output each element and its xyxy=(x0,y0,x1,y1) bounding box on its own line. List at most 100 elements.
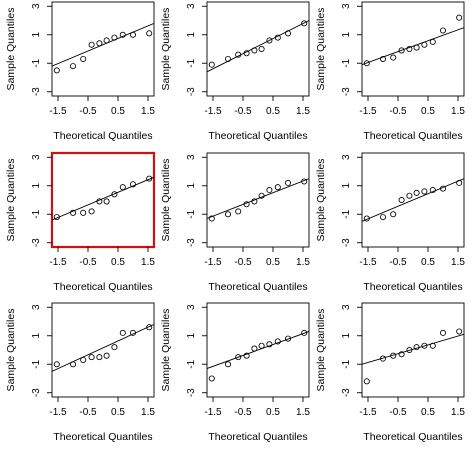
sample-point xyxy=(224,361,232,368)
y-axis-title: Sample Quantiles xyxy=(160,159,172,242)
x-axis-title: Theoretical Quantiles xyxy=(208,130,307,142)
sample-point xyxy=(413,44,420,51)
sample-point xyxy=(88,41,95,48)
x-tick-label: -1.5 xyxy=(204,407,222,418)
y-tick-label: 1 xyxy=(341,183,352,189)
qq-panel-6: -1.5 -0.5 0.5 1.5 3 1 -1 -3 Theoretical Quantile… xyxy=(315,152,465,293)
qq-panel-1: -1.5 -0.5 0.5 1.5 3 1 -1 -3 Theoretical Quantile… xyxy=(5,1,155,142)
y-axis-title: Sample Quantiles xyxy=(315,159,327,242)
sample-point xyxy=(258,45,265,53)
qq-panel-2: -1.5 -0.5 0.5 1.5 3 1 -1 -3 Theoretical Quantile… xyxy=(160,1,310,142)
y-tick-label: 3 xyxy=(31,154,42,160)
x-tick-label: -1.5 xyxy=(204,106,222,117)
sample-point xyxy=(251,345,258,352)
sample-point xyxy=(390,352,397,359)
sample-point xyxy=(80,209,87,216)
sample-point xyxy=(429,187,436,194)
y-axis-title: Sample Quantiles xyxy=(160,309,172,392)
x-tick-label: -0.5 xyxy=(79,257,97,268)
sample-point xyxy=(146,324,153,331)
y-tick-label: -1 xyxy=(31,359,42,368)
sample-point xyxy=(80,356,87,363)
qq-panel-8: -1.5 -0.5 0.5 1.5 3 1 -1 -3 Theoretical Quantile… xyxy=(160,302,310,443)
sample-point xyxy=(119,184,126,191)
x-tick-label: -0.5 xyxy=(389,407,407,418)
sample-point xyxy=(379,355,387,362)
sample-point xyxy=(69,63,77,70)
x-axis-title: Theoretical Quantiles xyxy=(363,281,462,293)
x-tick-label: -1.5 xyxy=(49,106,67,117)
y-tick-label: 3 xyxy=(186,154,197,160)
y-axis-title: Sample Quantiles xyxy=(5,8,17,91)
plot-frame xyxy=(361,1,465,97)
x-axis-title: Theoretical Quantiles xyxy=(363,130,462,142)
sample-point xyxy=(456,328,463,335)
sample-point xyxy=(224,55,232,62)
sample-point xyxy=(235,208,242,215)
sample-point xyxy=(406,346,413,354)
plot-frame xyxy=(51,302,155,398)
sample-point xyxy=(266,341,273,348)
y-tick-label: -3 xyxy=(31,238,42,247)
sample-point xyxy=(251,198,258,205)
sample-point xyxy=(258,342,265,349)
sample-point xyxy=(243,50,250,57)
qq-reference-line xyxy=(362,27,464,66)
y-tick-label: -1 xyxy=(31,58,42,67)
x-tick-label: 1.5 xyxy=(296,106,310,117)
x-tick-label: 1.5 xyxy=(296,407,310,418)
y-tick-label: 1 xyxy=(341,333,352,339)
sample-point xyxy=(274,34,281,41)
sample-point xyxy=(235,51,242,58)
x-tick-label: 0.5 xyxy=(266,257,280,268)
qq-reference-line xyxy=(52,22,154,67)
sample-point xyxy=(243,201,250,208)
y-tick-label: -3 xyxy=(186,238,197,247)
highlight-frame xyxy=(50,151,156,249)
sample-point xyxy=(88,208,95,215)
y-tick-label: 1 xyxy=(186,183,197,189)
x-tick-label: -0.5 xyxy=(234,407,252,418)
y-tick-label: 1 xyxy=(31,333,42,339)
sample-point xyxy=(111,191,118,198)
y-axis-title: Sample Quantiles xyxy=(315,309,327,392)
sample-point xyxy=(284,30,292,37)
sample-point xyxy=(88,354,95,361)
qq-reference-line xyxy=(207,178,309,219)
x-axis-title: Theoretical Quantiles xyxy=(53,281,152,293)
y-tick-label: 3 xyxy=(341,304,352,310)
qq-panel-4: -1.5 -0.5 0.5 1.5 3 1 -1 -3 Theoretical Quantile… xyxy=(5,151,156,293)
plot-frame xyxy=(361,302,465,398)
sample-point xyxy=(379,55,387,62)
x-tick-label: 1.5 xyxy=(141,257,155,268)
x-tick-label: 0.5 xyxy=(421,257,435,268)
sample-point xyxy=(146,175,153,182)
y-tick-label: -3 xyxy=(31,87,42,96)
sample-point xyxy=(390,211,397,218)
sample-point xyxy=(363,60,370,67)
y-tick-label: 3 xyxy=(31,304,42,310)
y-tick-label: 3 xyxy=(186,304,197,310)
sample-point xyxy=(129,31,137,38)
y-tick-label: -1 xyxy=(186,209,197,218)
sample-point xyxy=(301,329,308,336)
y-tick-label: -1 xyxy=(186,359,197,368)
qq-panel-9: -1.5 -0.5 0.5 1.5 3 1 -1 -3 Theoretical Quantile… xyxy=(315,302,465,443)
sample-point xyxy=(129,181,137,188)
y-tick-label: -1 xyxy=(31,209,42,218)
sample-point xyxy=(129,329,137,336)
x-tick-label: -0.5 xyxy=(79,106,97,117)
y-tick-label: 1 xyxy=(31,32,42,38)
x-tick-label: 0.5 xyxy=(266,407,280,418)
x-tick-label: -0.5 xyxy=(234,257,252,268)
sample-point xyxy=(111,34,118,41)
sample-point xyxy=(301,178,308,185)
x-tick-label: 0.5 xyxy=(421,106,435,117)
x-tick-label: 0.5 xyxy=(111,407,125,418)
sample-point xyxy=(456,179,463,186)
y-tick-label: 3 xyxy=(186,3,197,9)
sample-point xyxy=(53,67,60,74)
x-tick-label: 1.5 xyxy=(141,407,155,418)
y-tick-label: 1 xyxy=(186,32,197,38)
